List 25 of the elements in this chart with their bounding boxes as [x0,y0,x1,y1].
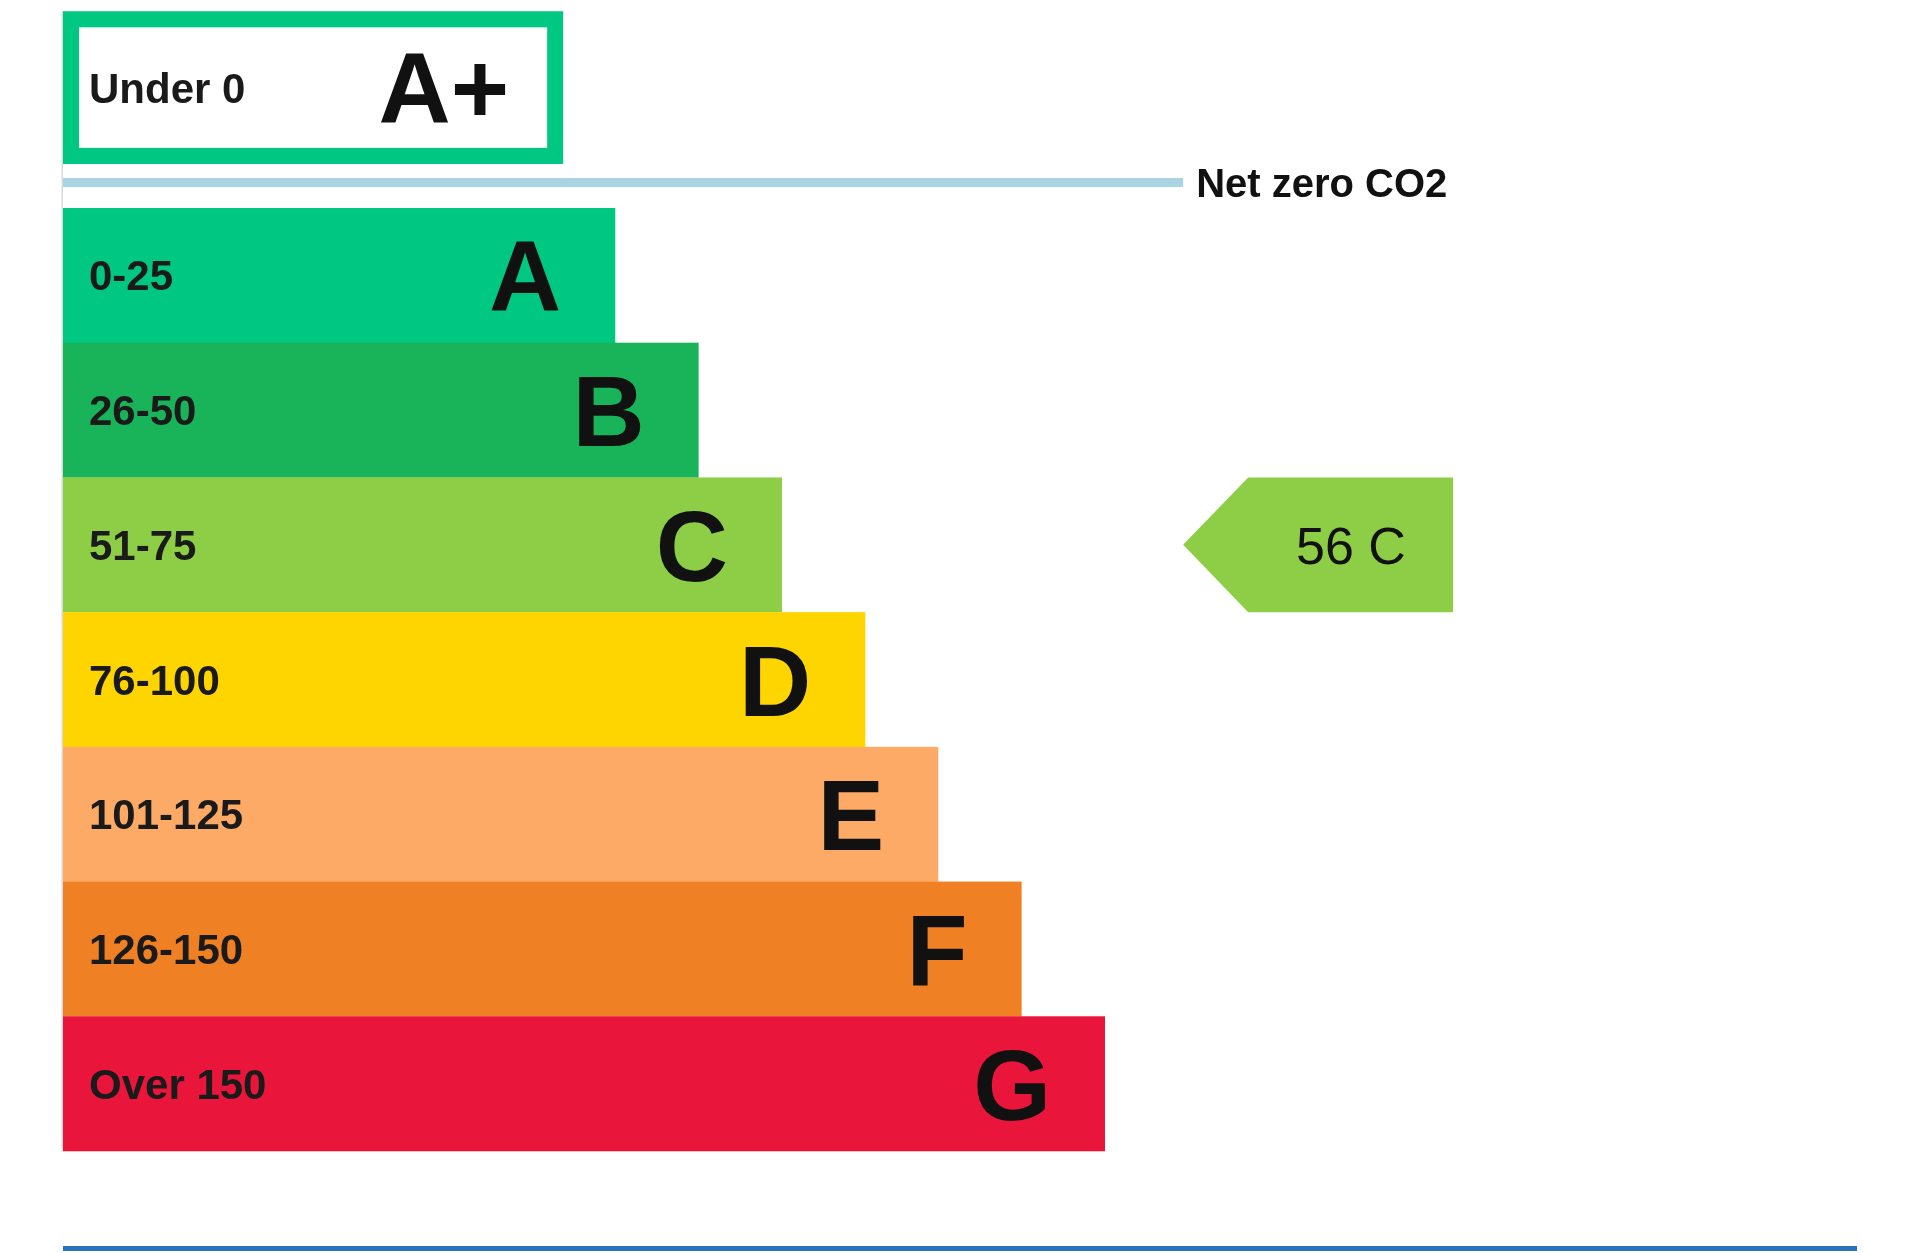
y-tick-label: 126-150 [89,926,244,974]
text: 56 C [1295,516,1406,575]
bar [63,746,939,882]
bar [63,612,866,748]
annotation: A+ [378,32,510,145]
bar [63,1016,1105,1152]
annotation: F [906,893,968,1006]
annotation: C [655,489,728,602]
annotation: D [739,624,812,737]
ref-line-label: Net zero CO2 [1196,160,1448,205]
bar [63,208,616,344]
y-tick-label: 0-25 [89,252,174,300]
y-tick-label: Under 0 [89,64,246,112]
y-tick-label: 26-50 [89,387,197,435]
bar [63,881,1022,1017]
annotation: B [572,355,645,468]
y-tick-label: 101-125 [89,791,244,839]
bar [63,342,699,478]
y-tick-label: 51-75 [89,521,197,569]
annotation: A [489,220,562,333]
y-tick-label: 76-100 [89,656,220,704]
annotation: E [817,759,885,872]
y-tick-label: Over 150 [89,1060,267,1108]
bar [63,477,782,613]
annotation: G [973,1028,1051,1141]
